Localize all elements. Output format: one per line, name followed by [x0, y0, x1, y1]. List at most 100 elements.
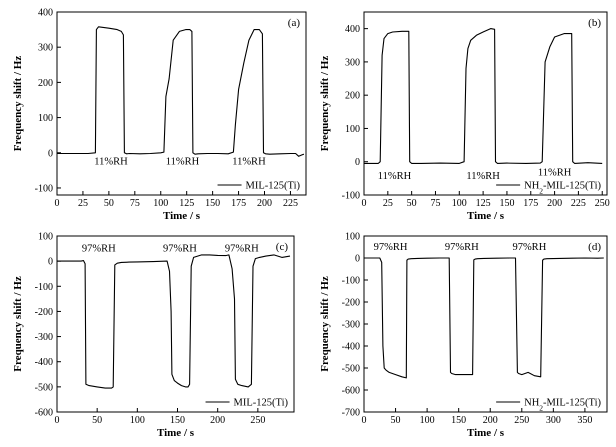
x-tick-label: 150	[451, 415, 466, 426]
annotation-label: 11%RH	[538, 168, 572, 179]
plot-frame	[56, 235, 295, 413]
x-tick-label: 250	[595, 198, 610, 209]
x-tick-label: 50	[407, 198, 417, 209]
y-tick-label: -200	[35, 307, 53, 318]
x-tick-label: 175	[523, 198, 538, 209]
panel-label: (a)	[288, 17, 301, 29]
annotation-label: 97%RH	[163, 243, 197, 254]
x-tick-label: 225	[571, 198, 586, 209]
y-tick-label: -200	[342, 298, 360, 309]
y-tick-label: 200	[345, 91, 360, 102]
y-tick-label: -300	[342, 320, 360, 331]
annotation-label: 97%RH	[512, 242, 546, 253]
annotation-label: 97%RH	[374, 242, 408, 253]
x-tick-label: 25	[78, 198, 88, 209]
series-line	[364, 28, 603, 164]
x-tick-label: 350	[577, 415, 592, 426]
x-tick-label: 50	[92, 415, 102, 426]
y-tick-label: -100	[342, 191, 360, 202]
y-tick-label: -300	[35, 332, 53, 343]
x-tick-label: 250	[514, 415, 529, 426]
plot-frame	[363, 235, 608, 413]
x-tick-label: 125	[179, 198, 194, 209]
x-tick-label: 75	[130, 198, 140, 209]
panel-c: 0 50 100 150 200 250 -600 -500 -400 -300 -200 -100 0…	[12, 232, 295, 439]
y-tick-label: 300	[38, 43, 53, 54]
panel-a: 0 25 50 75 100 125 150 175 200 225-10001002003004…	[12, 8, 307, 222]
x-tick-label: 125	[476, 198, 491, 209]
series-line	[57, 26, 305, 157]
y-tick-label: 400	[38, 8, 53, 19]
y-tick-label: 0	[355, 157, 360, 168]
y-tick-label: 300	[345, 57, 360, 68]
x-tick-label: 0	[362, 198, 367, 209]
x-tick-label: 200	[547, 198, 562, 209]
y-tick-label: 0	[48, 257, 53, 268]
x-tick-label: 175	[231, 198, 246, 209]
y-tick-label: -700	[342, 408, 360, 419]
x-tick-label: 50	[104, 198, 114, 209]
y-tick-label: -100	[342, 276, 360, 287]
x-tick-label: 100	[130, 415, 145, 426]
x-axis-label: Time / s	[467, 427, 505, 439]
x-tick-label: 150	[170, 415, 185, 426]
plot-frame	[56, 11, 307, 196]
x-tick-label: 200	[483, 415, 498, 426]
y-tick-label: -400	[35, 357, 53, 368]
y-tick-label: -600	[342, 386, 360, 397]
x-tick-label: 150	[499, 198, 514, 209]
series-line	[364, 257, 604, 379]
x-axis-label: Time / s	[163, 210, 201, 222]
x-tick-label: 250	[250, 415, 265, 426]
x-tick-label: 0	[55, 198, 60, 209]
panel-label: (b)	[588, 17, 601, 29]
y-tick-label: 400	[345, 24, 360, 35]
annotation-label: 11%RH	[378, 171, 412, 182]
annotation-label: 11%RH	[466, 171, 500, 182]
annotation-label: 97%RH	[82, 243, 116, 254]
y-tick-label: -500	[35, 382, 53, 393]
x-tick-label: 100	[153, 198, 168, 209]
y-tick-label: 100	[345, 232, 360, 243]
x-tick-label: 50	[391, 415, 401, 426]
y-tick-label: -400	[342, 342, 360, 353]
panel-b: 0 25 50 75 100 125 150 175 200 225 250-10001002003…	[319, 11, 610, 222]
legend-label: MIL-125(Ti)	[246, 181, 301, 192]
x-tick-label: 100	[420, 415, 435, 426]
x-axis-label: Time / s	[157, 427, 195, 439]
x-tick-label: 75	[430, 198, 440, 209]
y-tick-label: -600	[35, 408, 53, 419]
panel-label: (d)	[588, 241, 601, 253]
legend-label: NH2-MIL-125(Ti)	[524, 398, 601, 413]
y-tick-label: 100	[38, 232, 53, 243]
y-tick-label: 100	[345, 124, 360, 135]
y-tick-label: -500	[342, 364, 360, 375]
x-tick-label: 25	[383, 198, 393, 209]
annotation-label: 11%RH	[94, 157, 128, 168]
y-axis-label: Frequency shift / Hz	[12, 276, 24, 372]
y-tick-label: 200	[38, 78, 53, 89]
x-tick-label: 300	[546, 415, 561, 426]
annotation-label: 11%RH	[166, 157, 200, 168]
annotation-label: 97%RH	[225, 243, 259, 254]
y-tick-label: -100	[35, 282, 53, 293]
x-tick-label: 0	[55, 415, 60, 426]
y-axis-label: Frequency shift / Hz	[319, 56, 331, 152]
annotation-label: 97%RH	[445, 242, 479, 253]
panel-label: (c)	[276, 241, 289, 253]
y-axis-label: Frequency shift / Hz	[12, 56, 24, 152]
legend-label: MIL-125(Ti)	[234, 398, 289, 409]
legend-label: NH2-MIL-125(Ti)	[524, 181, 601, 196]
y-axis-label: Frequency shift / Hz	[319, 276, 331, 372]
x-tick-label: 100	[452, 198, 467, 209]
y-tick-label: 0	[48, 148, 53, 159]
y-tick-label: 100	[38, 113, 53, 124]
x-tick-label: 0	[362, 415, 367, 426]
x-tick-label: 200	[257, 198, 272, 209]
series-line	[57, 254, 291, 389]
annotation-label: 11%RH	[232, 157, 266, 168]
panel-d: 0 50 100 150 200 250 300 350 -700 -600 -500 -400 -30…	[319, 232, 608, 439]
y-tick-label: -100	[35, 183, 53, 194]
x-tick-label: 150	[205, 198, 220, 209]
